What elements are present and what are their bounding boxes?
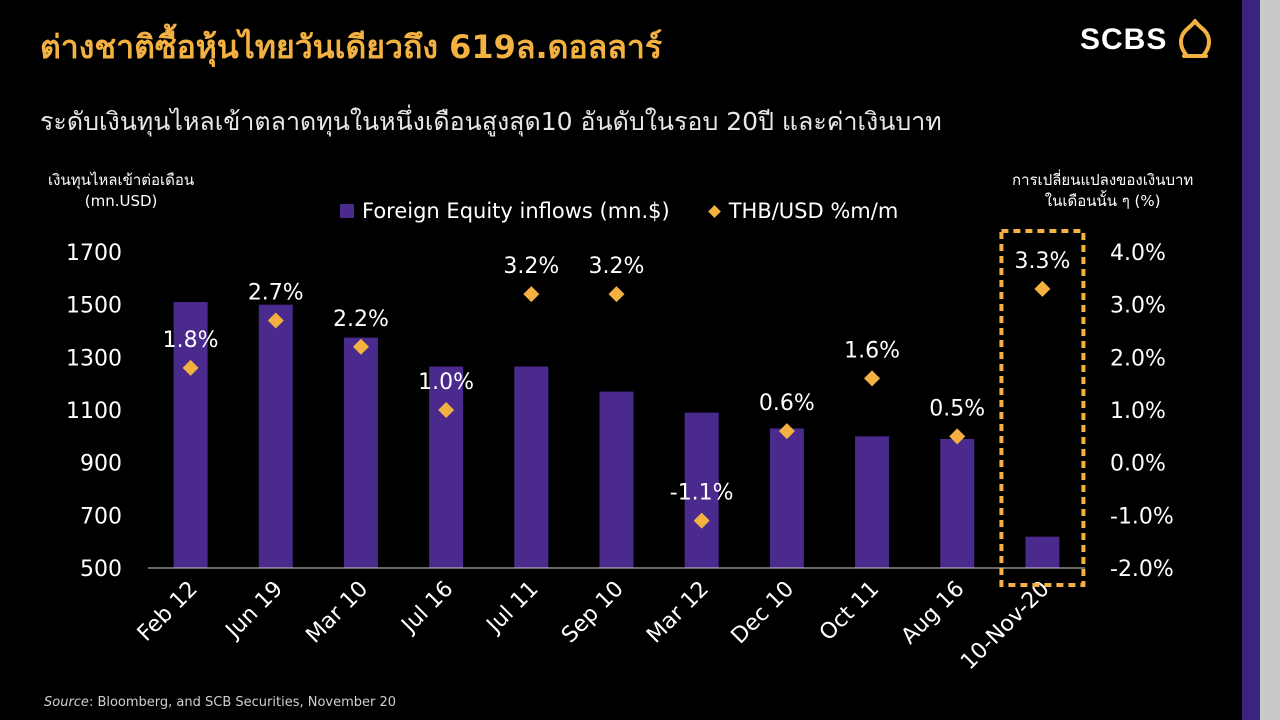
- left-tick-label: 1300: [66, 346, 122, 371]
- bar: [940, 438, 975, 568]
- thb-data-label: 3.2%: [503, 254, 559, 279]
- thb-data-label: 3.3%: [1014, 249, 1070, 274]
- side-accent-bar: [1242, 0, 1260, 720]
- legend-bar-label: Foreign Equity inflows (mn.$): [362, 199, 670, 223]
- right-axis-caption: การเปลี่ยนแปลงของเงินบาท ในเดือนนั้น ๆ (…: [1012, 170, 1193, 212]
- thb-marker: [182, 359, 199, 376]
- thb-marker: [949, 428, 966, 445]
- logo-text: SCBS: [1080, 23, 1168, 56]
- category-label: Oct 11: [815, 577, 884, 646]
- thb-marker: [864, 370, 881, 387]
- thb-marker: [778, 423, 795, 440]
- side-edge: [1260, 0, 1280, 720]
- left-tick-label: 1500: [66, 294, 122, 319]
- thb-marker: [352, 338, 369, 355]
- scbs-emblem-icon: [1179, 19, 1212, 58]
- left-axis-caption-line2: (mn.USD): [84, 192, 158, 210]
- thb-data-label: 2.2%: [333, 307, 389, 332]
- thb-marker: [523, 286, 540, 303]
- chart-area: 1700 1500 1300 1100 900 700 500 4.0% 3.0% 2.0% 1.0…: [66, 229, 1174, 675]
- bar: [173, 302, 208, 568]
- chart-legend: Foreign Equity inflows (mn.$) THB/USD %m…: [340, 199, 898, 223]
- source-label: Source: [44, 695, 89, 710]
- left-tick-label: 1100: [66, 399, 122, 424]
- left-axis-caption: เงินทุนไหลเข้าต่อเดือน (mn.USD): [48, 170, 194, 212]
- thb-marker: [693, 512, 710, 529]
- right-tick-label: 1.0%: [1110, 399, 1166, 424]
- page-subtitle: ระดับเงินทุนไหลเข้าตลาดทุนในหนึ่งเดือนสู…: [40, 107, 942, 136]
- source-text: : Bloomberg, and SCB Securities, Novembe…: [88, 695, 397, 710]
- bar: [855, 436, 890, 568]
- category-label: 10-Nov-20: [956, 577, 1054, 675]
- highlight-box: [999, 229, 1086, 587]
- category-label: Jun 19: [220, 577, 288, 645]
- bar: [514, 366, 549, 568]
- left-axis-caption-line1: เงินทุนไหลเข้าต่อเดือน: [48, 171, 195, 189]
- category-label: Mar 10: [301, 577, 373, 649]
- source-note: Source: Bloomberg, and SCB Securities, N…: [44, 695, 396, 710]
- thb-data-label: 1.8%: [163, 328, 219, 353]
- left-tick-label: 500: [80, 557, 122, 582]
- bar: [769, 428, 804, 568]
- category-label: Jul 11: [481, 577, 544, 640]
- thb-data-label: -1.1%: [670, 481, 734, 506]
- category-label: Sep 10: [557, 577, 629, 649]
- legend-diamond-label: THB/USD %m/m: [728, 199, 899, 223]
- bar: [684, 412, 719, 568]
- thb-marker: [267, 312, 284, 329]
- thb-data-label: 0.6%: [759, 391, 815, 416]
- thb-data-label: 3.2%: [589, 254, 645, 279]
- bar: [1025, 536, 1060, 568]
- bar: [429, 366, 464, 568]
- right-tick-label: -2.0%: [1110, 557, 1174, 582]
- category-label: Jul 16: [396, 577, 459, 640]
- thb-marker: [1034, 280, 1051, 297]
- right-tick-label: 3.0%: [1110, 294, 1166, 319]
- thb-data-label: 0.5%: [929, 396, 985, 421]
- thb-data-label: 1.0%: [418, 370, 474, 395]
- left-tick-label: 1700: [66, 241, 122, 266]
- right-tick-label: 0.0%: [1110, 452, 1166, 477]
- thb-data-label: 2.7%: [248, 280, 304, 305]
- category-label: Aug 16: [897, 577, 970, 650]
- right-tick-label: 2.0%: [1110, 346, 1166, 371]
- category-label: Mar 12: [642, 577, 714, 649]
- bar: [599, 391, 634, 568]
- scbs-logo: SCBS: [1080, 18, 1215, 62]
- right-tick-label: 4.0%: [1110, 241, 1166, 266]
- right-axis-caption-line2: ในเดือนนั้น ๆ (%): [1044, 192, 1161, 210]
- thb-marker: [608, 286, 625, 303]
- legend-bar-swatch: [340, 204, 354, 218]
- category-label: Dec 10: [727, 577, 800, 650]
- left-tick-label: 900: [80, 452, 122, 477]
- category-label: Feb 12: [133, 577, 203, 647]
- page-title: ต่างชาติซื้อหุ้นไทยวันเดียวถึง 619ล.ดอลล…: [40, 28, 663, 66]
- bar: [258, 304, 293, 568]
- thb-marker: [438, 402, 455, 418]
- right-axis-caption-line1: การเปลี่ยนแปลงของเงินบาท: [1012, 171, 1194, 189]
- left-tick-label: 700: [80, 504, 122, 529]
- right-tick-label: -1.0%: [1110, 504, 1174, 529]
- bar: [343, 337, 378, 568]
- thb-data-label: 1.6%: [844, 338, 900, 363]
